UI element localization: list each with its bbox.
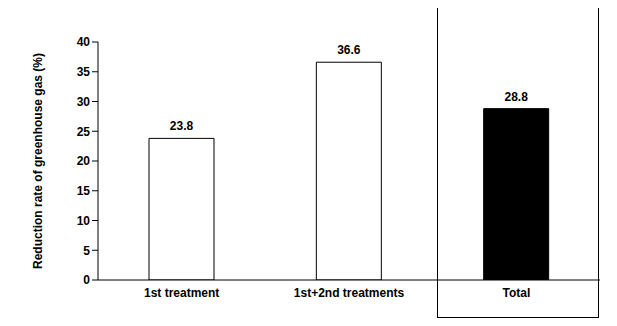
svg-text:36.6: 36.6 (337, 43, 361, 57)
svg-text:Reduction rate of greenhouse g: Reduction rate of greenhouse gas (%) (31, 53, 45, 269)
svg-text:0: 0 (83, 273, 90, 287)
svg-text:15: 15 (77, 184, 91, 198)
svg-text:1st+2nd treatments: 1st+2nd treatments (294, 286, 405, 300)
svg-text:30: 30 (77, 95, 91, 109)
svg-text:20: 20 (77, 154, 91, 168)
svg-text:10: 10 (77, 214, 91, 228)
svg-text:5: 5 (83, 244, 90, 258)
svg-text:Total: Total (502, 286, 530, 300)
svg-text:23.8: 23.8 (170, 119, 194, 133)
svg-text:25: 25 (77, 125, 91, 139)
svg-text:35: 35 (77, 65, 91, 79)
svg-text:28.8: 28.8 (504, 90, 528, 104)
svg-text:1st treatment: 1st treatment (144, 286, 219, 300)
svg-text:40: 40 (77, 35, 91, 49)
